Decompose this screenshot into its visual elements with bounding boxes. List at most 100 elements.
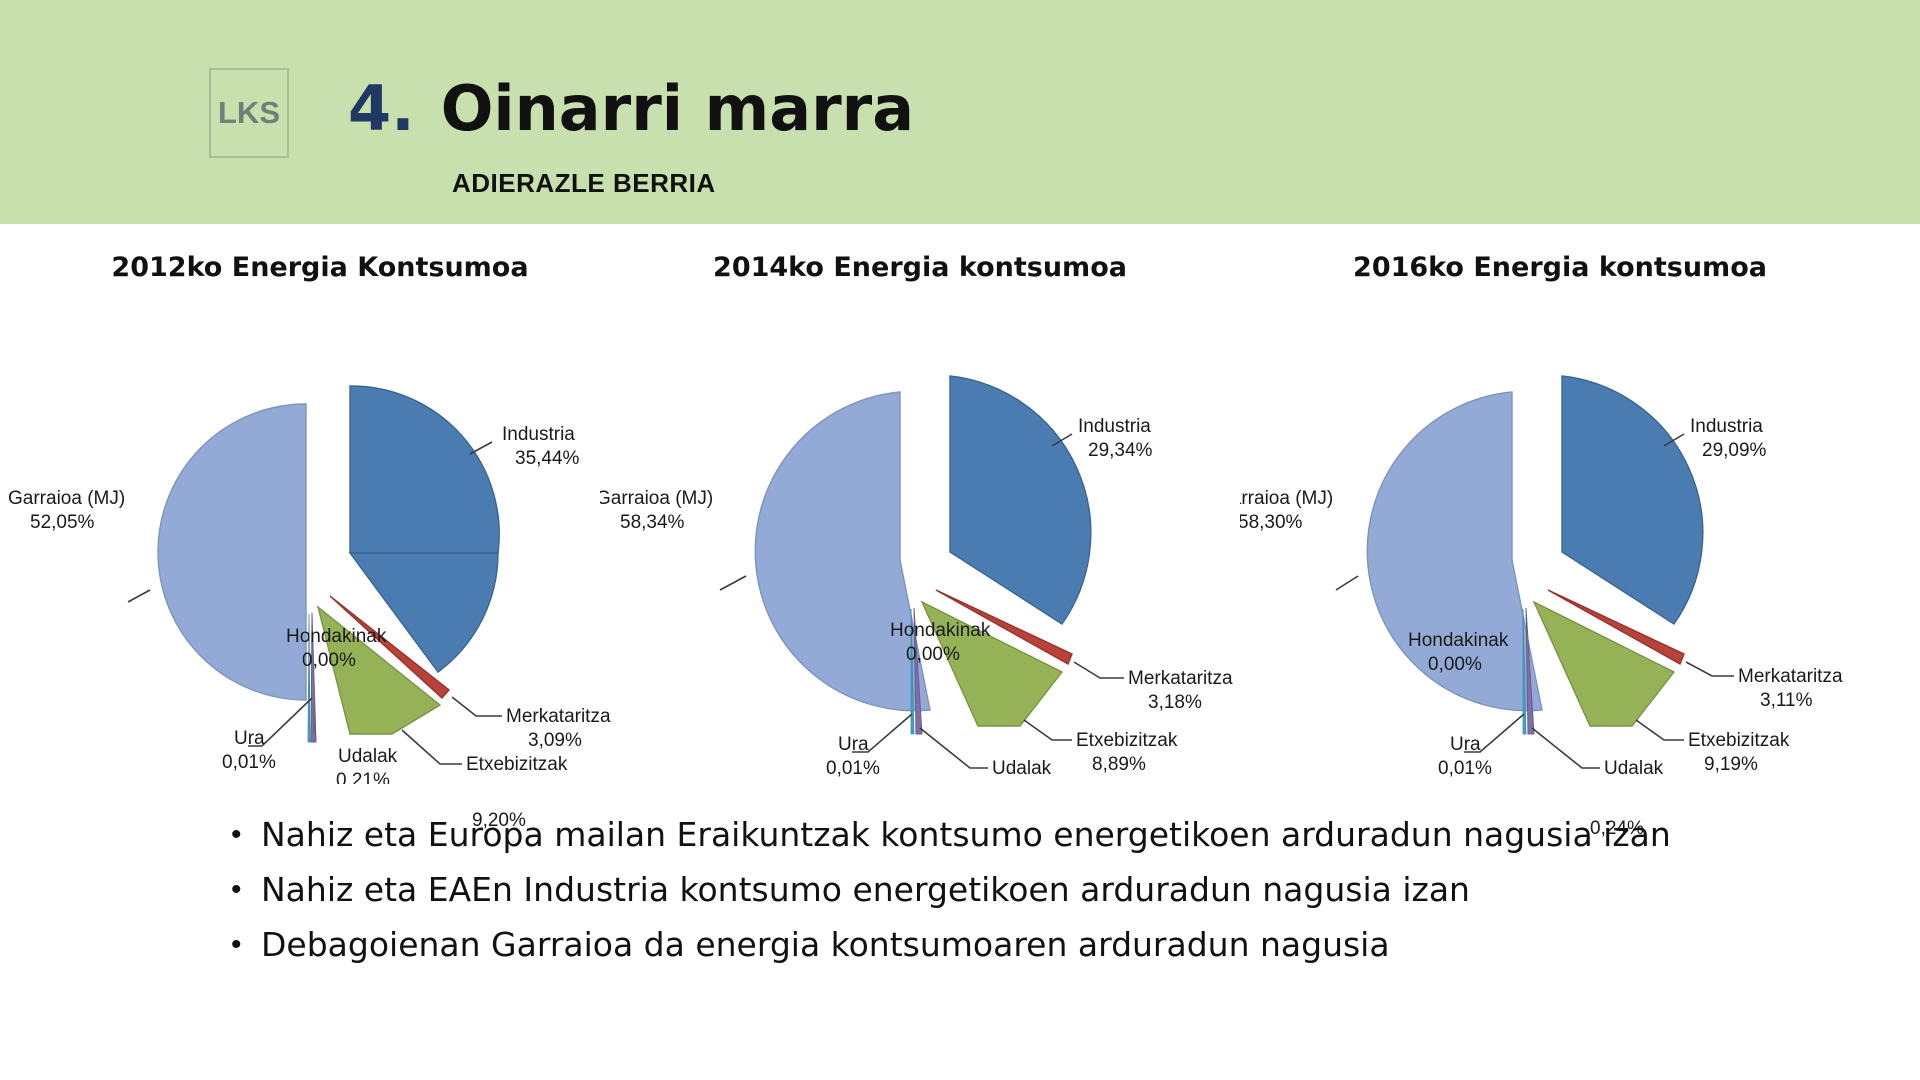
leader-garraioa (719, 575, 747, 591)
slice-ura[interactable] (910, 608, 915, 735)
bullet-text: Nahiz eta Europa mailan Eraikuntzak kont… (261, 815, 1671, 854)
lks-logo: LKS (209, 68, 289, 158)
label-industria-name: Industria (502, 424, 575, 445)
label-merkataritza-name: Merkataritza (1128, 668, 1233, 689)
bullet-text: Nahiz eta EAEn Industria kontsumo energe… (261, 870, 1470, 909)
header-band: LKS 4. Oinarri marra ADIERAZLE BERRIA (0, 0, 1920, 224)
label-etxebizitzak-value: 8,89% (1092, 754, 1146, 775)
leader-etxebizitzak (1635, 719, 1684, 741)
lks-logo-text: LKS (218, 95, 280, 130)
slice-merkataritza[interactable] (1547, 589, 1685, 666)
pie-svg-2016: Industria 29,09% Garraioa (MJ) 58,30% Me… (1240, 375, 1843, 779)
leader-garraioa (127, 589, 151, 603)
label-industria-value: 29,34% (1088, 440, 1153, 461)
label-hondakinak-value: 0,00% (906, 644, 960, 665)
leader-industria (469, 441, 493, 455)
label-udalak-name: Udalak (1604, 758, 1664, 779)
label-ura-name: Ura (1450, 734, 1481, 755)
slice-industria[interactable] (949, 375, 1092, 625)
label-industria-name: Industria (1078, 416, 1151, 437)
label-garraioa-value: 58,34% (620, 512, 685, 533)
label-etxebizitzak-name: Etxebizitzak (1076, 730, 1178, 751)
label-ura-name: Ura (838, 734, 869, 755)
chart-title-2012: 2012ko Energia Kontsumoa (111, 252, 529, 283)
slice-etxebizitzak[interactable] (920, 600, 1064, 727)
bullet-text: Debagoienan Garraioa da energia kontsumo… (261, 925, 1390, 964)
label-ura-value: 0,01% (1438, 758, 1492, 779)
bullet-list: • Nahiz eta Europa mailan Eraikuntzak ko… (225, 812, 1825, 977)
label-hondakinak-value: 0,00% (1428, 654, 1482, 675)
leader-ura (248, 697, 313, 747)
slice-industria[interactable] (349, 385, 500, 554)
chart-title-2014: 2014ko Energia kontsumoa (713, 252, 1127, 283)
label-udalak-name: Udalak (992, 758, 1052, 779)
bullet-item: • Debagoienan Garraioa da energia kontsu… (225, 922, 1825, 968)
slice-industria[interactable] (1561, 375, 1704, 625)
pie-chart-2012: 2012ko Energia Kontsumoa (0, 224, 640, 831)
bullet-marker-icon: • (231, 928, 242, 961)
label-etxebizitzak-name: Etxebizitzak (466, 754, 568, 775)
slice-garraioa[interactable] (1366, 391, 1543, 712)
label-merkataritza-name: Merkataritza (1738, 666, 1843, 687)
label-industria-value: 35,44% (515, 448, 580, 469)
label-garraioa-name: Garraioa (MJ) (1240, 488, 1333, 509)
label-industria-value: 29,09% (1702, 440, 1767, 461)
leader-industria (1051, 433, 1073, 447)
label-hondakinak-value: 0,00% (302, 650, 356, 671)
label-merkataritza-value: 3,09% (528, 730, 582, 751)
label-ura-value: 0,01% (222, 752, 276, 773)
label-udalak-value: 0,21% (336, 770, 390, 784)
pie-chart-2016: 2016ko Energia kontsumoa (1240, 224, 1880, 784)
leader-ura (1464, 713, 1525, 753)
leader-udalak (1531, 727, 1600, 769)
leader-merkataritza (1073, 661, 1124, 679)
label-udalak-name: Udalak (338, 746, 398, 767)
label-merkataritza-value: 3,18% (1148, 692, 1202, 713)
charts-container: 2012ko Energia Kontsumoa (0, 224, 1920, 839)
label-garraioa-name: Garraioa (MJ) (8, 488, 125, 509)
pie-chart-2014: 2014ko Energia kontsumoa (600, 224, 1644, 839)
bullet-marker-icon: • (231, 818, 242, 851)
slice-garraioa[interactable] (157, 403, 307, 701)
page-title: 4. Oinarri marra (348, 72, 914, 145)
slice-udalak[interactable] (1525, 607, 1535, 735)
label-merkataritza-value: 3,11% (1760, 690, 1813, 711)
label-hondakinak-name: Hondakinak (890, 620, 991, 641)
label-ura-value: 0,01% (826, 758, 880, 779)
leader-ura (852, 713, 913, 753)
label-etxebizitzak-value: 9,20% (472, 810, 526, 831)
label-hondakinak-name: Hondakinak (1408, 630, 1509, 651)
leader-garraioa (1335, 575, 1359, 591)
leader-merkataritza (1685, 661, 1734, 677)
slice-merkataritza[interactable] (935, 589, 1073, 666)
label-garraioa-value: 52,05% (30, 512, 95, 533)
section-number: 4. (348, 72, 415, 145)
leader-industria (1663, 433, 1685, 447)
label-ura-name: Ura (234, 728, 265, 749)
label-hondakinak-name: Hondakinak (286, 626, 387, 647)
slice-ura[interactable] (307, 613, 311, 743)
title-text: Oinarri marra (440, 72, 915, 145)
slice-garraioa[interactable] (754, 391, 931, 712)
slice-etxebizitzak[interactable] (1532, 600, 1676, 727)
leader-etxebizitzak (1023, 719, 1072, 741)
slice-ura[interactable] (1522, 608, 1527, 735)
slice-udalak[interactable] (913, 607, 923, 735)
label-udalak-value-2014: 0,24% (1590, 818, 1644, 839)
chart-title-2016: 2016ko Energia kontsumoa (1353, 252, 1767, 283)
label-merkataritza-name: Merkataritza (506, 706, 611, 727)
slice-etxebizitzak[interactable] (316, 605, 442, 735)
leader-etxebizitzak (401, 729, 462, 765)
pie-svg-2014: Industria 29,34% Garraioa (MJ) 58,34% Me… (600, 375, 1233, 779)
leader-merkataritza (451, 696, 502, 717)
label-etxebizitzak-value: 9,19% (1704, 754, 1758, 775)
label-etxebizitzak-name: Etxebizitzak (1688, 730, 1790, 751)
label-garraioa-value: 58,30% (1240, 512, 1303, 533)
slice-industria-lower[interactable] (348, 552, 499, 673)
leader-udalak (919, 727, 988, 769)
page-subtitle: ADIERAZLE BERRIA (452, 168, 716, 198)
bullet-item: • Nahiz eta EAEn Industria kontsumo ener… (225, 867, 1825, 913)
slice-merkataritza[interactable] (329, 595, 451, 699)
pie-svg-2012: Industria 35,44% Garraioa (MJ) 52,05% Me… (8, 385, 611, 784)
